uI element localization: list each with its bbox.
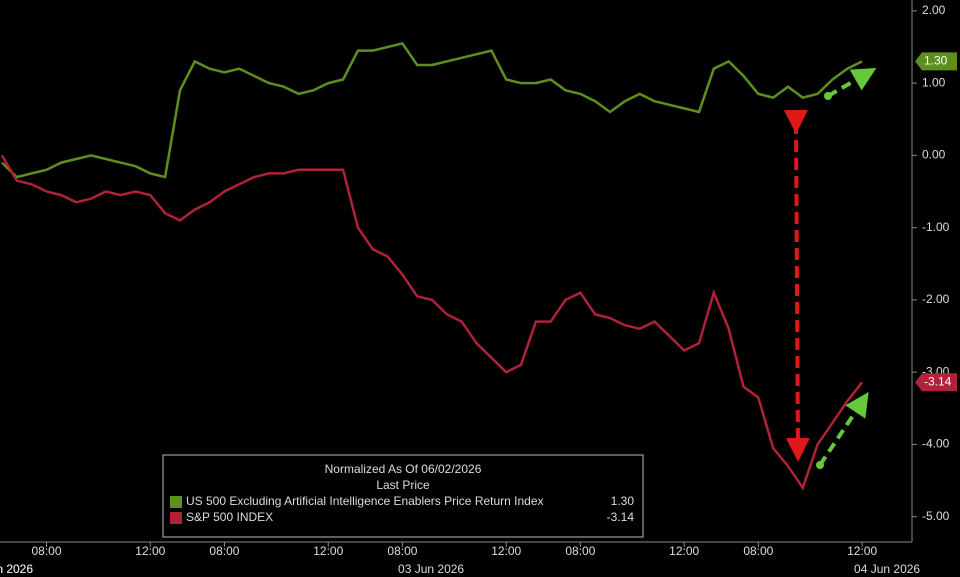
y-tick-label: -5.00 [922, 509, 950, 523]
y-tick-label: -1.00 [922, 220, 950, 234]
y-tick-label: 0.00 [922, 148, 946, 162]
date-label: 04 Jun 2026 [854, 562, 920, 576]
legend-value: -3.14 [607, 510, 635, 524]
date-label: 08 Jun 2026 [0, 562, 33, 576]
legend-swatch [170, 496, 182, 508]
date-label: 09 Jun 2026 [0, 562, 33, 576]
legend-swatch [170, 512, 182, 524]
annotation-dot [824, 92, 832, 100]
x-tick-label: 08:00 [31, 544, 61, 558]
annotation-dot [816, 461, 824, 469]
x-tick-label: 08:00 [209, 544, 239, 558]
x-tick-label: 08:00 [387, 544, 417, 558]
legend-label: S&P 500 INDEX [186, 510, 273, 524]
date-label: 05 Jun 2026 [0, 562, 33, 576]
last-price-tag [915, 52, 957, 71]
x-tick-label: 12:00 [491, 544, 521, 558]
annotation-arrow [783, 109, 810, 462]
legend-box [162, 454, 644, 538]
x-tick-label: 12:00 [313, 544, 343, 558]
x-tick-label: 12:00 [135, 544, 165, 558]
legend-subtitle: Last Price [376, 478, 430, 492]
x-tick-label: 12:00 [847, 544, 877, 558]
date-label: 03 Jun 2026 [398, 562, 464, 576]
y-tick-label: -2.00 [922, 292, 950, 306]
last-price-label: 1.30 [924, 54, 948, 68]
legend-title: Normalized As Of 06/02/2026 [325, 462, 482, 476]
last-price-tag [915, 373, 957, 392]
series-line [1, 41, 863, 179]
legend-label: US 500 Excluding Artificial Intelligence… [186, 494, 544, 508]
y-tick-label: -4.00 [922, 437, 950, 451]
annotation-arrow [826, 67, 877, 98]
legend: Normalized As Of 06/02/2026 Last Price U… [162, 454, 644, 538]
x-tick-label: 08:00 [565, 544, 595, 558]
y-tick-label: 2.00 [922, 3, 946, 17]
y-tick-label: 1.00 [922, 75, 946, 89]
series-line [0, 154, 864, 491]
last-price-label: -3.14 [924, 374, 952, 388]
legend-value: 1.30 [611, 494, 635, 508]
x-tick-label: 08:00 [743, 544, 773, 558]
x-tick-label: 12:00 [669, 544, 699, 558]
legend-items: US 500 Excluding Artificial Intelligence… [170, 494, 634, 524]
annotation-arrow [818, 392, 869, 467]
